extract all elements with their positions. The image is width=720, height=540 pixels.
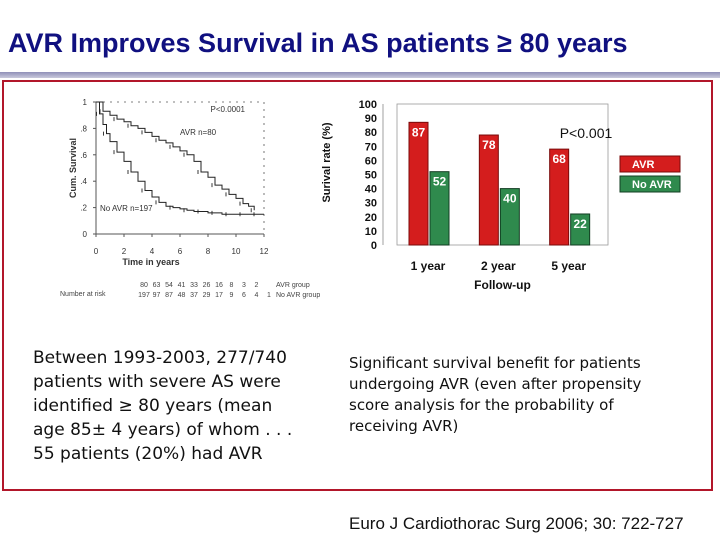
data-label: 40 bbox=[503, 192, 517, 206]
bar-avr bbox=[408, 121, 429, 246]
citation: Euro J Cardiothorac Surg 2006; 30: 722-7… bbox=[349, 514, 684, 533]
risk-group-label: No AVR group bbox=[276, 292, 320, 299]
y-axis-label: Cum. Survival bbox=[68, 138, 78, 198]
km-curve-series bbox=[96, 101, 264, 215]
title-rule bbox=[0, 72, 720, 78]
risk-value: 48 bbox=[178, 292, 186, 299]
risk-value: 41 bbox=[178, 282, 186, 289]
y-tick-label: .2 bbox=[80, 204, 87, 213]
x-tick-label: 1 year bbox=[411, 259, 446, 273]
p-value-annotation: P<0.0001 bbox=[211, 105, 246, 114]
y-tick-label: 40 bbox=[365, 184, 377, 196]
y-tick-label: 0 bbox=[371, 240, 377, 252]
summary-line: Between 1993-2003, 277/740 bbox=[33, 348, 287, 368]
risk-value: 4 bbox=[255, 292, 259, 299]
y-tick-label: 1 bbox=[83, 98, 88, 107]
series-label: AVR n=80 bbox=[180, 128, 217, 137]
benefit-line: undergoing AVR (even after propensity bbox=[349, 375, 642, 393]
km-curve-series bbox=[96, 101, 255, 211]
y-tick-label: 70 bbox=[365, 141, 377, 153]
data-label: 22 bbox=[573, 217, 587, 231]
risk-value: 3 bbox=[242, 282, 246, 289]
risk-value: 80 bbox=[140, 282, 148, 289]
content-frame bbox=[2, 80, 713, 491]
bar-no-avr bbox=[429, 171, 450, 246]
risk-table-label: Number at risk bbox=[60, 291, 106, 298]
data-label: 68 bbox=[552, 152, 566, 166]
data-label: 87 bbox=[412, 125, 426, 139]
bar-avr bbox=[478, 134, 499, 246]
y-tick-label: .6 bbox=[80, 151, 87, 160]
risk-group-label: AVR group bbox=[276, 282, 310, 289]
legend-label: No AVR bbox=[632, 179, 672, 191]
y-tick-label: 60 bbox=[365, 155, 377, 167]
x-tick-label: 4 bbox=[150, 247, 155, 256]
x-tick-label: 5 year bbox=[551, 259, 586, 273]
legend-swatch bbox=[619, 155, 681, 173]
y-tick-label: 50 bbox=[365, 170, 377, 182]
y-tick-label: 0 bbox=[83, 230, 88, 239]
y-tick-label: 30 bbox=[365, 198, 377, 210]
risk-value: 97 bbox=[153, 292, 161, 299]
risk-value: 63 bbox=[153, 282, 161, 289]
risk-value: 9 bbox=[230, 292, 234, 299]
survival-bar-chart: 0 10 20 30 40 50 60 70 80 90 100 Surival rate (%) 87… bbox=[321, 99, 681, 292]
series-label: No AVR n=197 bbox=[100, 204, 153, 213]
x-tick-label: 2 year bbox=[481, 259, 516, 273]
y-tick-label: 90 bbox=[365, 113, 377, 125]
risk-value: 16 bbox=[215, 282, 223, 289]
benefit-line: receiving AVR) bbox=[349, 417, 459, 435]
bar-no-avr bbox=[499, 188, 520, 246]
x-tick-label: 12 bbox=[260, 247, 269, 256]
y-tick-label: 20 bbox=[365, 212, 377, 224]
benefit-text: Significant survival benefit for patient… bbox=[349, 353, 679, 437]
risk-value: 26 bbox=[203, 282, 211, 289]
risk-value: 6 bbox=[242, 292, 246, 299]
risk-value: 197 bbox=[138, 292, 150, 299]
x-tick-label: 2 bbox=[122, 247, 127, 256]
summary-line: patients with severe AS were bbox=[33, 372, 281, 392]
data-label: 52 bbox=[433, 175, 447, 189]
summary-line: age 85± 4 years) of whom . . . bbox=[33, 420, 293, 440]
summary-line: 55 patients (20%) had AVR bbox=[33, 444, 263, 464]
risk-value: 33 bbox=[190, 282, 198, 289]
bar-avr bbox=[549, 148, 570, 246]
x-tick-label: 0 bbox=[94, 247, 99, 256]
legend-swatch bbox=[619, 175, 681, 193]
y-tick-label: .8 bbox=[80, 124, 87, 133]
data-label: 78 bbox=[482, 138, 496, 152]
risk-value: 87 bbox=[165, 292, 173, 299]
risk-value: 17 bbox=[215, 292, 223, 299]
p-value-annotation: P<0.001 bbox=[560, 125, 613, 141]
benefit-line: Significant survival benefit for patient… bbox=[349, 354, 641, 372]
risk-value: 1 bbox=[267, 292, 271, 299]
y-tick-label: 100 bbox=[359, 99, 377, 111]
x-axis-label: Time in years bbox=[122, 257, 179, 267]
slide-title: AVR Improves Survival in AS patients ≥ 8… bbox=[8, 28, 628, 58]
risk-value: 54 bbox=[165, 282, 173, 289]
y-tick-label: 80 bbox=[365, 127, 377, 139]
risk-value: 8 bbox=[230, 282, 234, 289]
y-axis-label: Surival rate (%) bbox=[321, 122, 333, 202]
risk-value: 2 bbox=[255, 282, 259, 289]
bar-no-avr bbox=[570, 213, 591, 246]
y-tick-label: .4 bbox=[80, 177, 87, 186]
x-tick-label: 8 bbox=[206, 247, 211, 256]
patient-summary-text: Between 1993-2003, 277/740 patients with… bbox=[33, 346, 323, 466]
x-tick-label: 10 bbox=[232, 247, 241, 256]
legend-label: AVR bbox=[632, 159, 654, 171]
risk-value: 37 bbox=[190, 292, 198, 299]
x-axis-label: Follow-up bbox=[474, 278, 531, 292]
benefit-line: score analysis for the probability of bbox=[349, 396, 614, 414]
y-tick-label: 10 bbox=[365, 226, 377, 238]
x-tick-label: 6 bbox=[178, 247, 183, 256]
risk-value: 29 bbox=[203, 292, 211, 299]
summary-line: identified ≥ 80 years (mean bbox=[33, 396, 273, 416]
